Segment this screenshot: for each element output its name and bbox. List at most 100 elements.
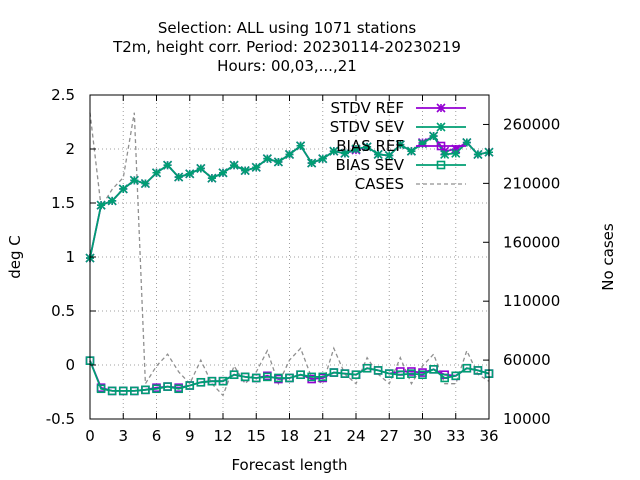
- x-tick-label: 36: [479, 427, 498, 445]
- legend-label: CASES: [355, 175, 404, 193]
- series-line: [89, 112, 490, 397]
- data-point: [163, 382, 172, 391]
- data-point: [318, 154, 328, 164]
- data-point: [351, 144, 361, 154]
- data-point: [462, 137, 472, 148]
- legend-item: BIAS SEV: [335, 156, 466, 174]
- legend-marker: [436, 103, 446, 113]
- data-point: [307, 158, 317, 168]
- data-point: [218, 376, 228, 386]
- y-tick-label: 2.5: [51, 86, 75, 104]
- data-point: [418, 370, 427, 380]
- x-tick-label: 18: [280, 427, 299, 445]
- legend-marker: [436, 122, 446, 132]
- data-point: [207, 173, 217, 183]
- data-point: [440, 373, 449, 383]
- legend-label: STDV SEV: [330, 118, 405, 136]
- data-point: [240, 372, 250, 382]
- data-point: [174, 384, 183, 394]
- y2-tick-label: 60000: [503, 351, 551, 369]
- data-point: [406, 146, 416, 156]
- data-point: [362, 363, 372, 373]
- data-point: [251, 162, 261, 172]
- data-point: [307, 372, 316, 382]
- legend-marker: [436, 160, 446, 170]
- data-point: [451, 371, 461, 381]
- y2-tick-label: 160000: [503, 233, 560, 251]
- data-point: [351, 370, 361, 380]
- title-line: Hours: 00,03,...,21: [217, 57, 357, 75]
- y-tick-label: -0.5: [46, 410, 75, 428]
- x-tick-label: 12: [213, 427, 232, 445]
- data-point: [118, 386, 128, 396]
- y2-tick-label: 260000: [503, 115, 560, 133]
- x-tick-label: 33: [446, 427, 465, 445]
- data-point: [340, 148, 350, 158]
- data-point: [107, 386, 117, 396]
- data-point: [462, 363, 472, 373]
- legend-item: CASES: [355, 175, 466, 193]
- data-point: [285, 373, 294, 383]
- data-point: [417, 139, 428, 149]
- data-point: [440, 149, 450, 159]
- y-tick-label: 1.5: [51, 194, 75, 212]
- data-point: [396, 370, 405, 380]
- data-point: [152, 384, 161, 394]
- legend-label: STDV REF: [330, 99, 404, 117]
- data-point: [218, 168, 228, 178]
- data-point: [274, 373, 283, 383]
- data-point: [284, 149, 295, 159]
- data-point: [130, 386, 139, 396]
- data-point: [96, 200, 106, 210]
- y2-axis-label: No cases: [599, 223, 617, 291]
- data-point: [340, 369, 350, 378]
- x-tick-label: 30: [413, 427, 432, 445]
- data-point: [229, 160, 239, 170]
- data-point: [296, 141, 306, 151]
- data-point: [263, 372, 272, 382]
- legend-label: BIAS SEV: [335, 156, 404, 174]
- x-tick-label: 3: [118, 427, 128, 445]
- data-point: [296, 370, 305, 380]
- x-tick-label: 6: [152, 427, 162, 445]
- data-point: [207, 376, 217, 386]
- x-tick-label: 27: [380, 427, 399, 445]
- data-point: [329, 146, 339, 156]
- data-point: [196, 377, 206, 387]
- data-point: [451, 148, 461, 158]
- data-point: [251, 373, 261, 383]
- legend-label: BIAS REF: [336, 137, 404, 155]
- data-point: [185, 381, 195, 390]
- data-point: [118, 184, 128, 194]
- data-point: [318, 372, 328, 382]
- data-point: [151, 168, 162, 178]
- data-point: [141, 385, 150, 395]
- data-point: [229, 370, 239, 380]
- data-point: [329, 368, 339, 377]
- data-point: [196, 163, 206, 174]
- x-tick-label: 15: [247, 427, 266, 445]
- grid: [90, 95, 489, 419]
- title-line: Selection: ALL using 1071 stations: [158, 19, 417, 37]
- data-point: [429, 131, 439, 141]
- data-point: [129, 175, 139, 185]
- y2-tick-label: 210000: [503, 174, 560, 192]
- series-bias-sev: [85, 356, 494, 396]
- x-tick-label: 21: [313, 427, 332, 445]
- data-point: [107, 196, 117, 206]
- y-tick-label: 2: [65, 140, 75, 158]
- legend-marker: [436, 141, 446, 151]
- y2-tick-label: 10000: [503, 410, 551, 428]
- series-line: [89, 360, 490, 392]
- y-tick-label: 1: [65, 248, 75, 266]
- data-point: [429, 365, 438, 374]
- series-layer: [85, 112, 494, 397]
- data-point: [185, 169, 195, 179]
- data-point: [407, 369, 416, 378]
- axis-ticks: 0 3 6 9 12 15 18 21 24 27 30 33 36-0.500.511.522.510…: [46, 86, 561, 445]
- x-tick-label: 0: [85, 427, 95, 445]
- y-axis-label: deg C: [6, 235, 24, 279]
